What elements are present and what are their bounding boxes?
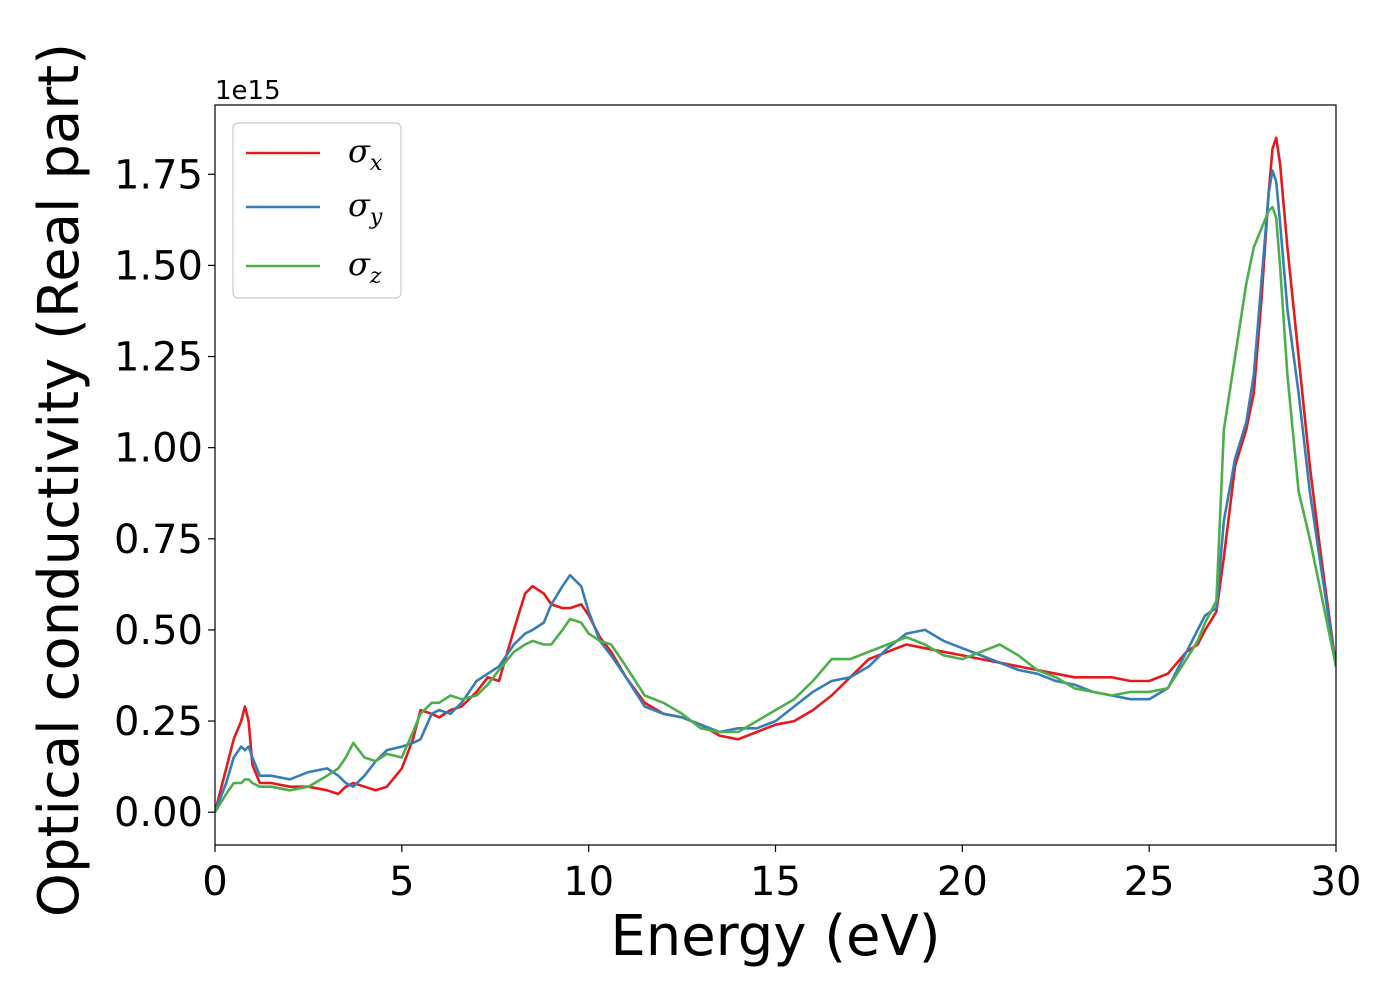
y-tick-label: 1.00 [114,426,203,472]
y-tick-label: 1.25 [114,335,203,381]
x-tick-label: 15 [750,859,801,905]
legend-box [232,122,402,299]
x-tick-label: 10 [563,859,614,905]
series-line-3 [215,205,1336,813]
x-tick-label: 0 [202,859,227,905]
x-tick-label: 5 [389,859,414,905]
legend-label-2: σy [348,186,383,230]
y-offset-label: 1e15 [215,76,281,106]
x-axis-ticks: 0 5 10 15 20 25 30 [202,845,1361,905]
x-tick-label: 20 [937,859,988,905]
y-tick-label: 0.75 [114,517,203,563]
y-tick-label: 0.25 [114,699,203,745]
y-tick-label: 1.50 [114,243,203,289]
legend-label-1: σx [348,132,383,176]
x-tick-label: 25 [1124,859,1175,905]
y-axis-title: Optical conductivity (Real part) [27,43,92,917]
legend: σx σy σz [232,122,402,299]
x-tick-label: 30 [1311,859,1362,905]
y-axis-ticks: 0.00 0.25 0.50 0.75 1.00 1.25 1.50 1.75 [114,152,215,836]
y-tick-label: 0.00 [114,790,203,836]
series-lines-layer [215,136,1336,813]
legend-label-3: σz [348,245,382,289]
y-tick-label: 1.75 [114,152,203,198]
x-axis-title: Energy (eV) [610,904,940,969]
y-tick-label: 0.50 [114,608,203,654]
